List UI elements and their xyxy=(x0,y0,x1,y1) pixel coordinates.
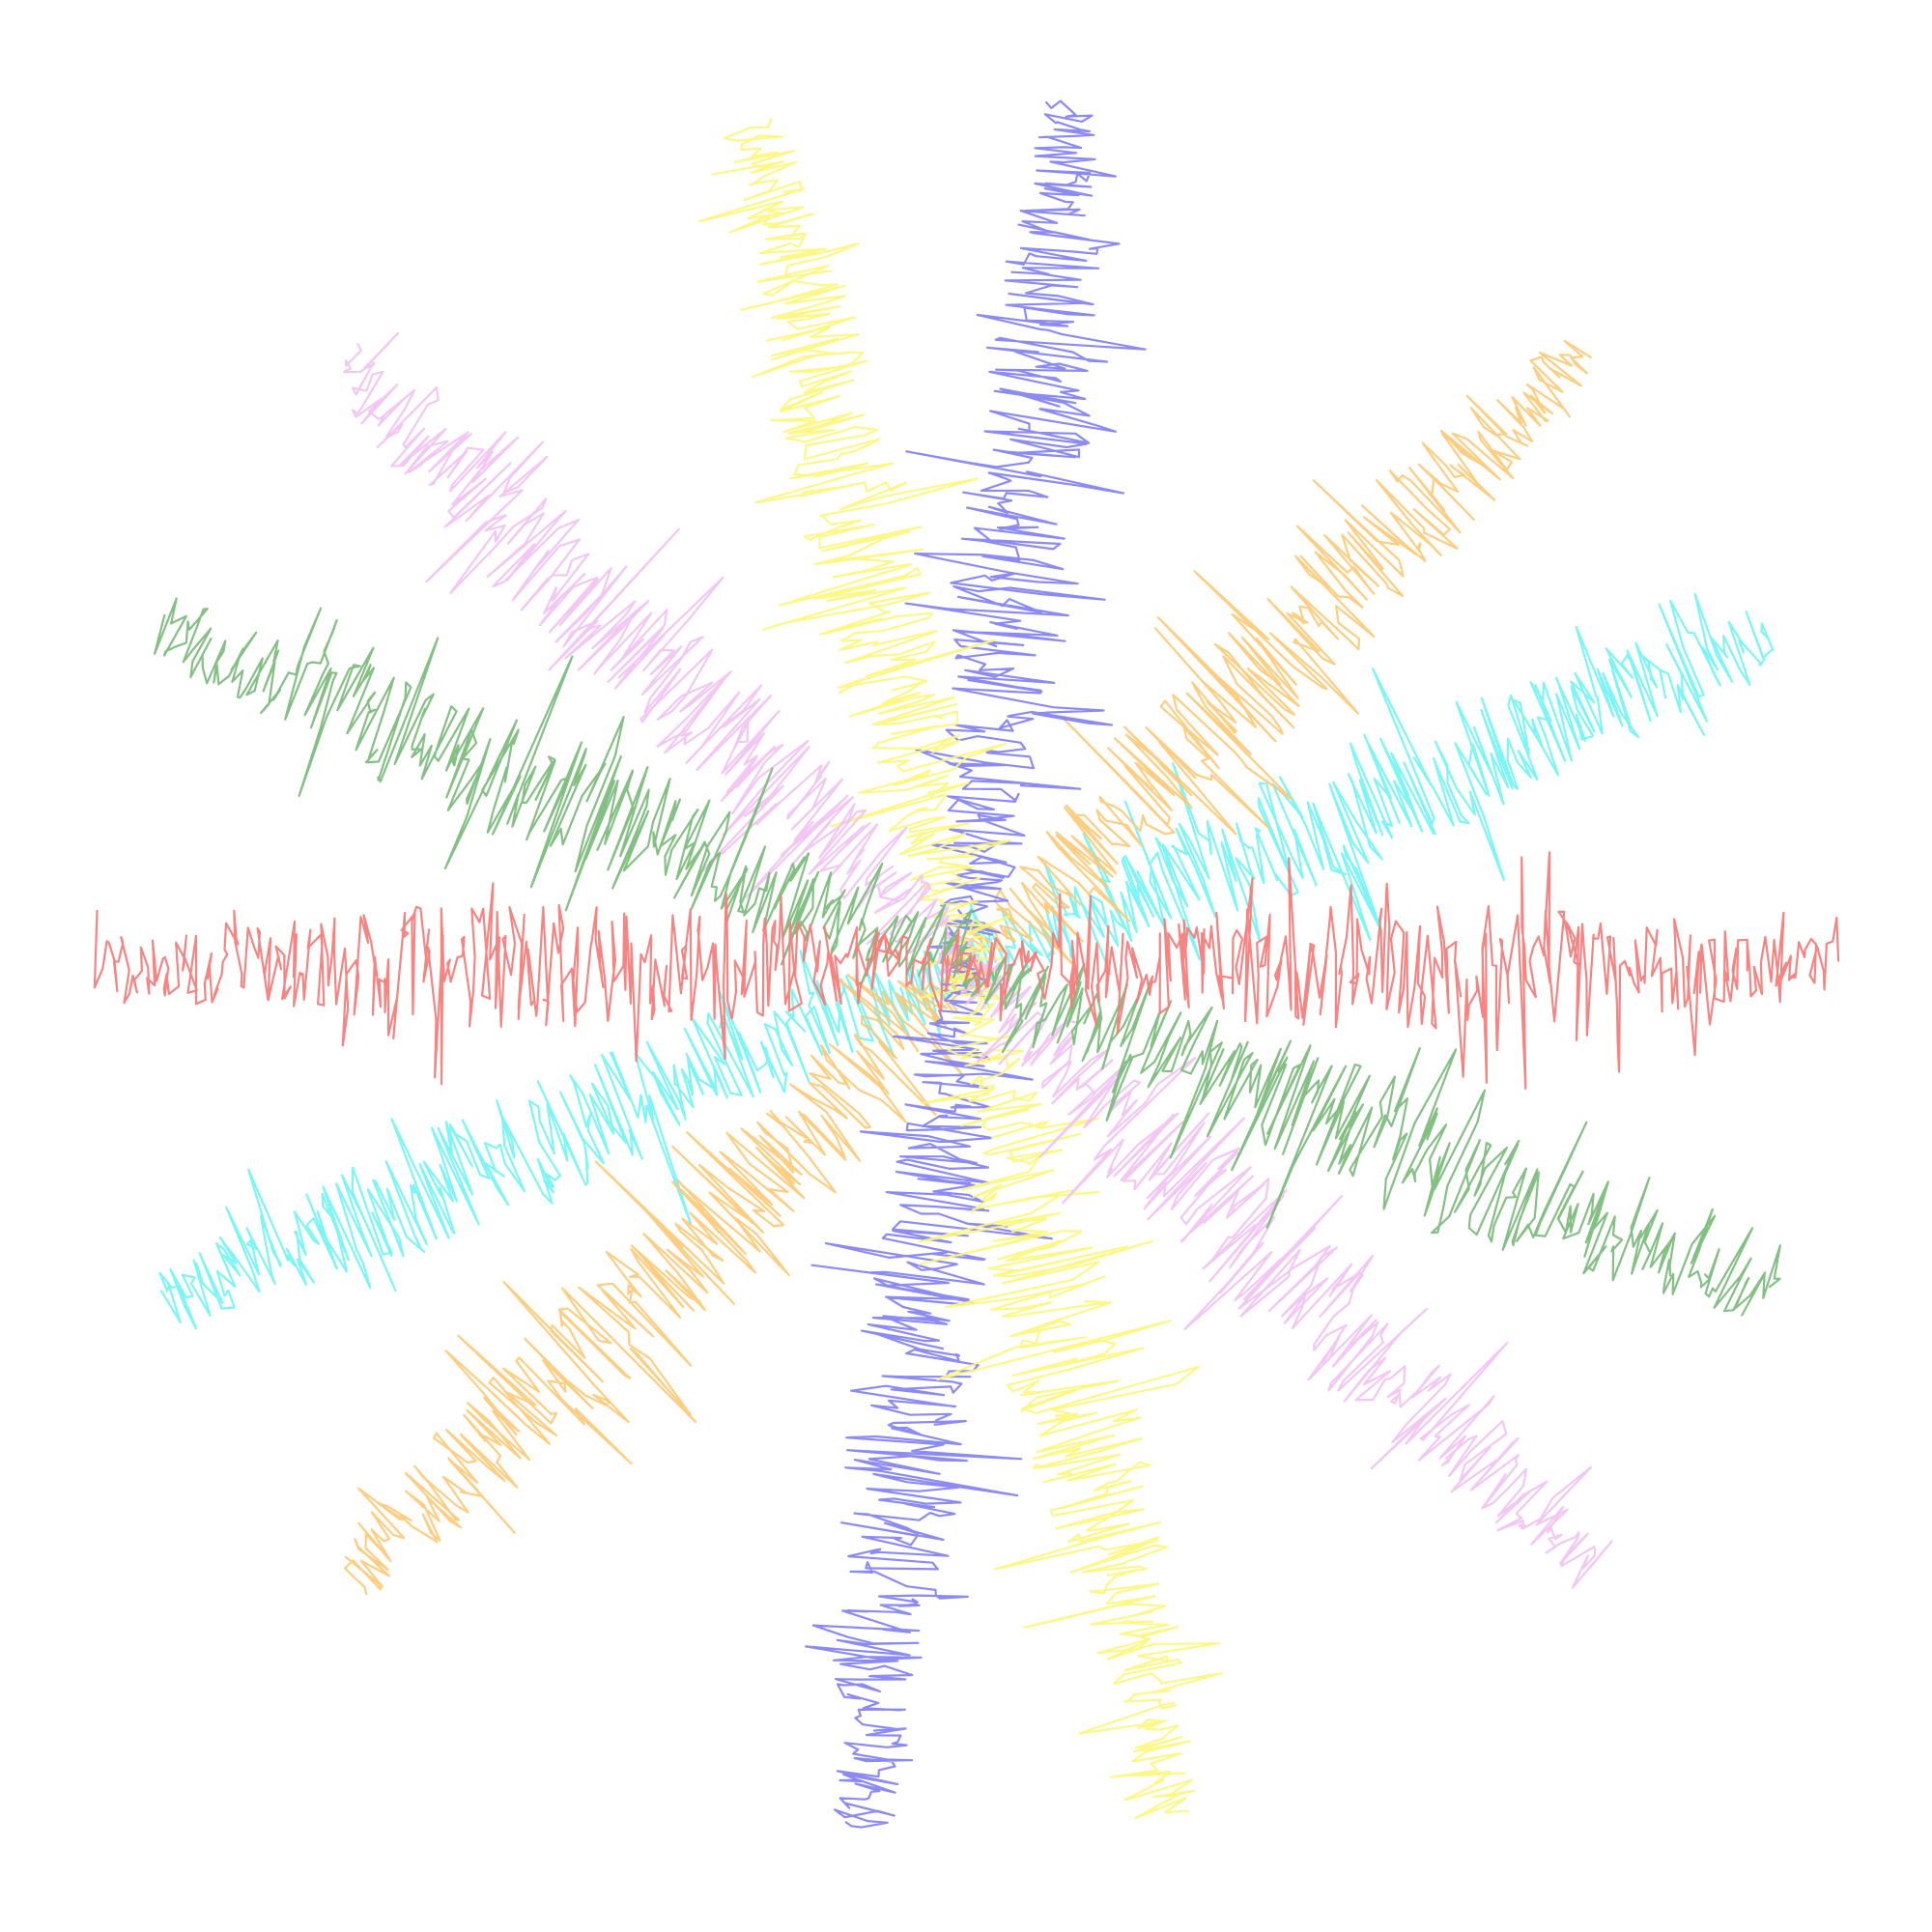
noise-ray-red xyxy=(93,851,1840,1090)
noise-rays xyxy=(93,99,1840,1829)
noise-ray-blue xyxy=(805,99,1147,1829)
noise-ray-green xyxy=(154,597,1781,1317)
noise-ray-yellow xyxy=(697,118,1223,1820)
noise-ray-pink xyxy=(343,331,1613,1589)
